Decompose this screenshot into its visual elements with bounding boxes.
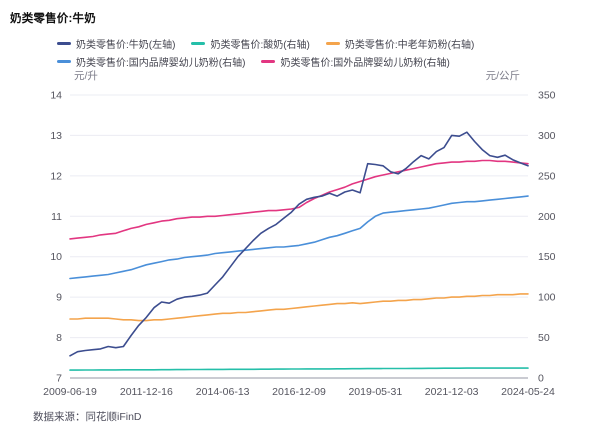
y-axis-tick-right: 150 [538,251,556,263]
legend-label: 奶类零售价:国外品牌婴幼儿奶粉(右轴) [280,58,450,69]
legend-line-icon [325,42,340,45]
legend-item-foreign-infant-formula[interactable]: 奶类零售价:国外品牌婴幼儿奶粉(右轴) [261,54,450,69]
y-axis-tick-left: 14 [50,90,62,102]
legend-row-2: 奶类零售价:国内品牌婴幼儿奶粉(右轴) 奶类零售价:国外品牌婴幼儿奶粉(右轴) [57,54,474,69]
right-axis-unit: 元/公斤 [485,70,520,82]
legend-row-1: 奶类零售价:牛奶(左轴) 奶类零售价:酸奶(右轴) 奶类零售价:中老年奶粉(右轴… [57,36,474,51]
series-line-1 [69,367,529,371]
chart-legend: 奶类零售价:牛奶(左轴) 奶类零售价:酸奶(右轴) 奶类零售价:中老年奶粉(右轴… [57,36,474,69]
y-axis-tick-right: 200 [538,211,556,223]
y-axis-tick-left: 8 [56,332,62,344]
legend-line-icon [57,60,71,63]
series-line-2 [69,293,529,322]
y-axis-tick-right: 0 [538,373,544,385]
y-axis-tick-right: 100 [538,292,556,304]
y-axis-tick-right: 50 [538,332,550,344]
legend-item-domestic-infant-formula[interactable]: 奶类零售价:国内品牌婴幼儿奶粉(右轴) [57,54,245,69]
x-axis-tick: 2021-12-03 [425,386,479,398]
legend-line-icon [261,60,276,63]
series-line-0 [69,131,529,357]
legend-item-yogurt[interactable]: 奶类零售价:酸奶(右轴) [191,36,310,51]
legend-line-icon [191,42,206,45]
legend-item-milk[interactable]: 奶类零售价:牛奶(左轴) [57,36,175,51]
legend-item-senior-milk-powder[interactable]: 奶类零售价:中老年奶粉(右轴) [325,36,475,51]
x-axis-tick: 2024-05-24 [501,386,555,398]
legend-label: 奶类零售价:国内品牌婴幼儿奶粉(右轴) [76,58,246,69]
x-axis-tick: 2011-12-16 [120,386,173,398]
y-axis-tick-left: 9 [56,292,62,304]
y-axis-tick-left: 10 [50,251,62,263]
y-axis-tick-left: 7 [56,373,62,385]
data-source-note: 数据来源：同花顺iFinD [33,411,142,423]
x-axis-tick: 2016-12-09 [272,386,326,398]
y-axis-tick-left: 13 [50,130,62,142]
legend-label: 奶类零售价:酸奶(右轴) [210,40,310,51]
legend-label: 奶类零售价:牛奶(左轴) [76,40,176,51]
x-axis-tick: 2014-06-13 [196,386,250,398]
series-line-4 [69,159,529,240]
legend-label: 奶类零售价:中老年奶粉(右轴) [344,40,475,51]
x-axis-tick: 2009-06-19 [43,386,97,398]
y-axis-tick-right: 350 [538,90,556,102]
page-title: 奶类零售价:牛奶 [10,13,96,25]
left-axis-unit: 元/升 [74,70,98,82]
legend-line-icon [57,42,71,45]
y-axis-tick-left: 11 [51,211,62,223]
series-line-3 [69,195,529,280]
y-axis-tick-left: 12 [50,170,62,182]
y-axis-tick-right: 250 [538,170,556,182]
x-axis-tick: 2019-05-31 [348,386,402,398]
y-axis-tick-right: 300 [538,130,556,142]
